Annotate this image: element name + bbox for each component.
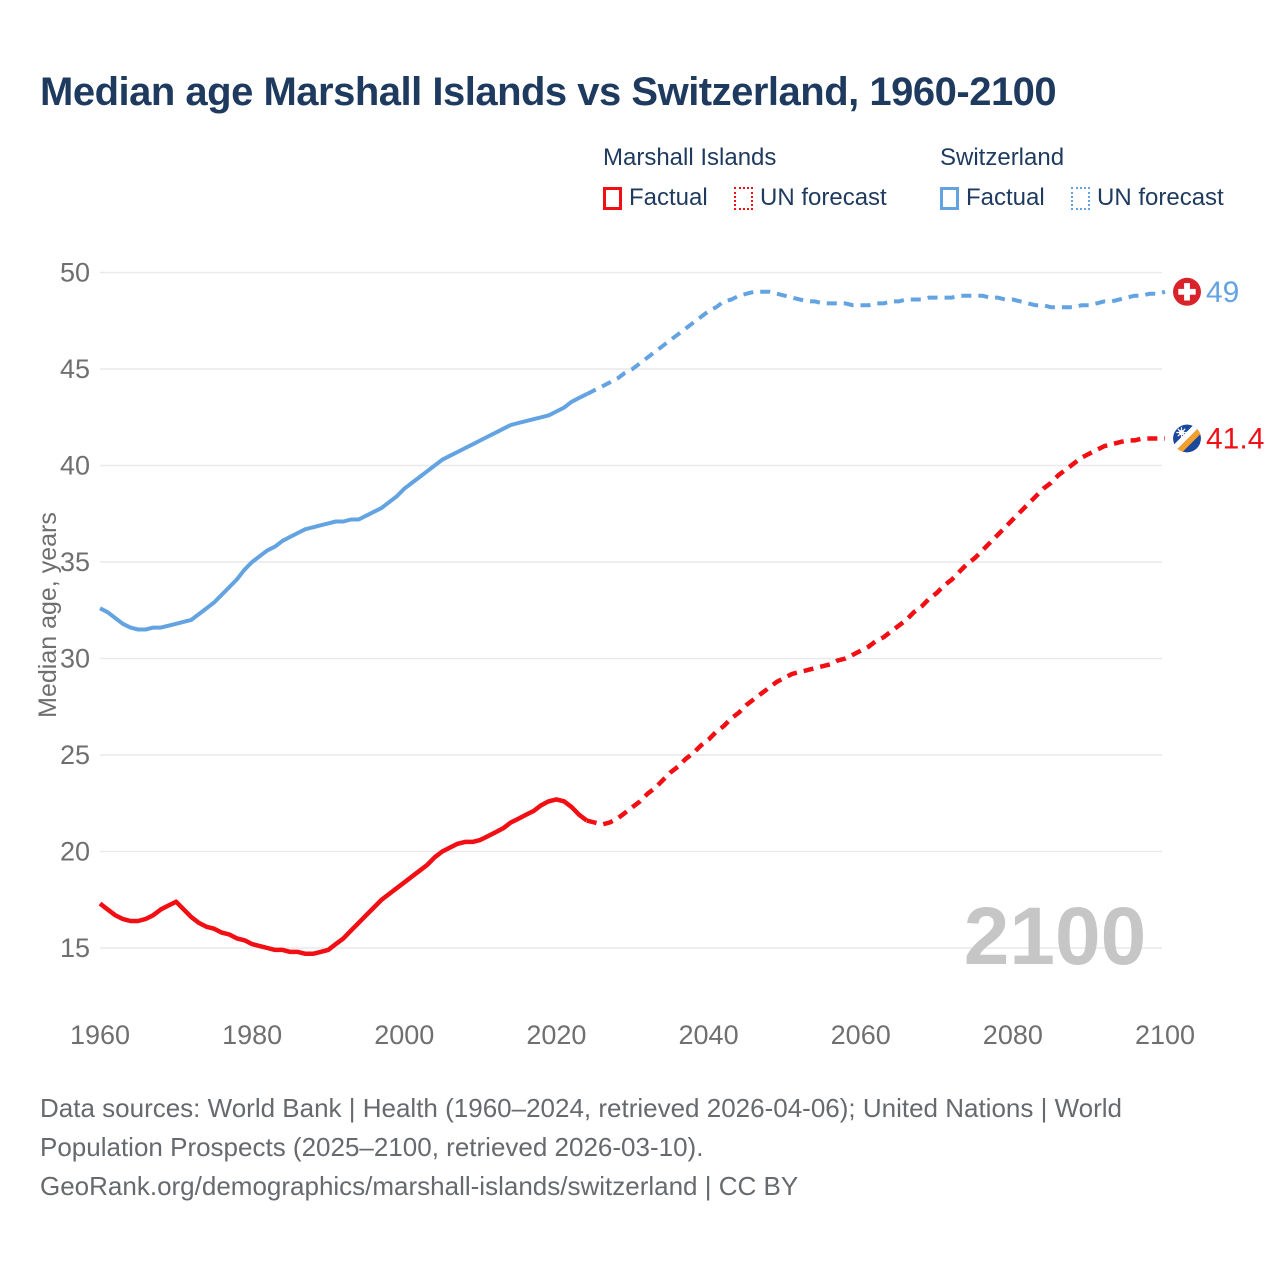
x-tick-label: 2000 (374, 1020, 434, 1050)
watermark-year: 2100 (964, 891, 1146, 982)
switzerland-end-value: 49 (1206, 276, 1239, 309)
legend-group-title-marshall-islands: Marshall Islands (603, 144, 777, 171)
legend-swatch-marshall-forecast (734, 186, 753, 210)
legend-item-label: UN forecast (1097, 184, 1224, 211)
legend-item-switzerland-factual: Factual (940, 184, 1045, 212)
y-tick-label: 15 (60, 933, 90, 963)
legend-swatch-switzerland-forecast (1071, 186, 1090, 210)
x-tick-label: 1960 (70, 1020, 130, 1050)
x-tick-label: 2100 (1135, 1020, 1195, 1050)
x-tick-label: 2020 (526, 1020, 586, 1050)
y-tick-label: 50 (60, 258, 90, 288)
attribution-url: GeoRank.org/demographics/marshall-island… (40, 1171, 799, 1201)
legend-item-switzerland-forecast: UN forecast (1071, 184, 1224, 212)
legend-group-title-switzerland: Switzerland (940, 144, 1065, 171)
switzerland-forecast-line (585, 289, 1166, 396)
x-tick-label: 2040 (679, 1020, 739, 1050)
legend-item-marshall-factual: Factual (603, 184, 708, 212)
y-tick-label: 30 (60, 644, 90, 674)
legend-item-label: Factual (966, 184, 1045, 211)
legend-swatch-marshall-factual (603, 186, 622, 210)
x-tick-label: 2080 (983, 1020, 1043, 1050)
legend-item-label: UN forecast (760, 184, 887, 211)
legend-item-label: Factual (629, 184, 708, 211)
marshall-islands-factual-line (98, 797, 589, 957)
chart-title: Median age Marshall Islands vs Switzerla… (40, 70, 1057, 114)
y-axis-title: Median age, years (34, 512, 62, 718)
marshall-islands-flag-icon (1173, 424, 1201, 453)
marshall-islands-end-value: 41.4 (1206, 422, 1264, 455)
legend-swatch-switzerland-factual (940, 186, 959, 210)
y-tick-label: 20 (60, 837, 90, 867)
marshall-islands-forecast-line (586, 436, 1165, 827)
data-sources-line1: Data sources: World Bank | Health (1960–… (40, 1093, 1123, 1123)
y-tick-label: 35 (60, 547, 90, 577)
x-tick-label: 1980 (222, 1020, 282, 1050)
footer: Data sources: World Bank | Health (1960–… (40, 1089, 1122, 1206)
y-tick-label: 45 (60, 354, 90, 384)
legend-item-marshall-forecast: UN forecast (734, 184, 887, 212)
y-tick-label: 40 (60, 451, 90, 481)
data-sources-line2: Population Prospects (2025–2100, retriev… (40, 1132, 704, 1162)
switzerland-flag-icon (1173, 277, 1201, 306)
switzerland-factual-line (99, 392, 588, 632)
y-tick-label: 25 (60, 740, 90, 770)
x-tick-label: 2060 (831, 1020, 891, 1050)
